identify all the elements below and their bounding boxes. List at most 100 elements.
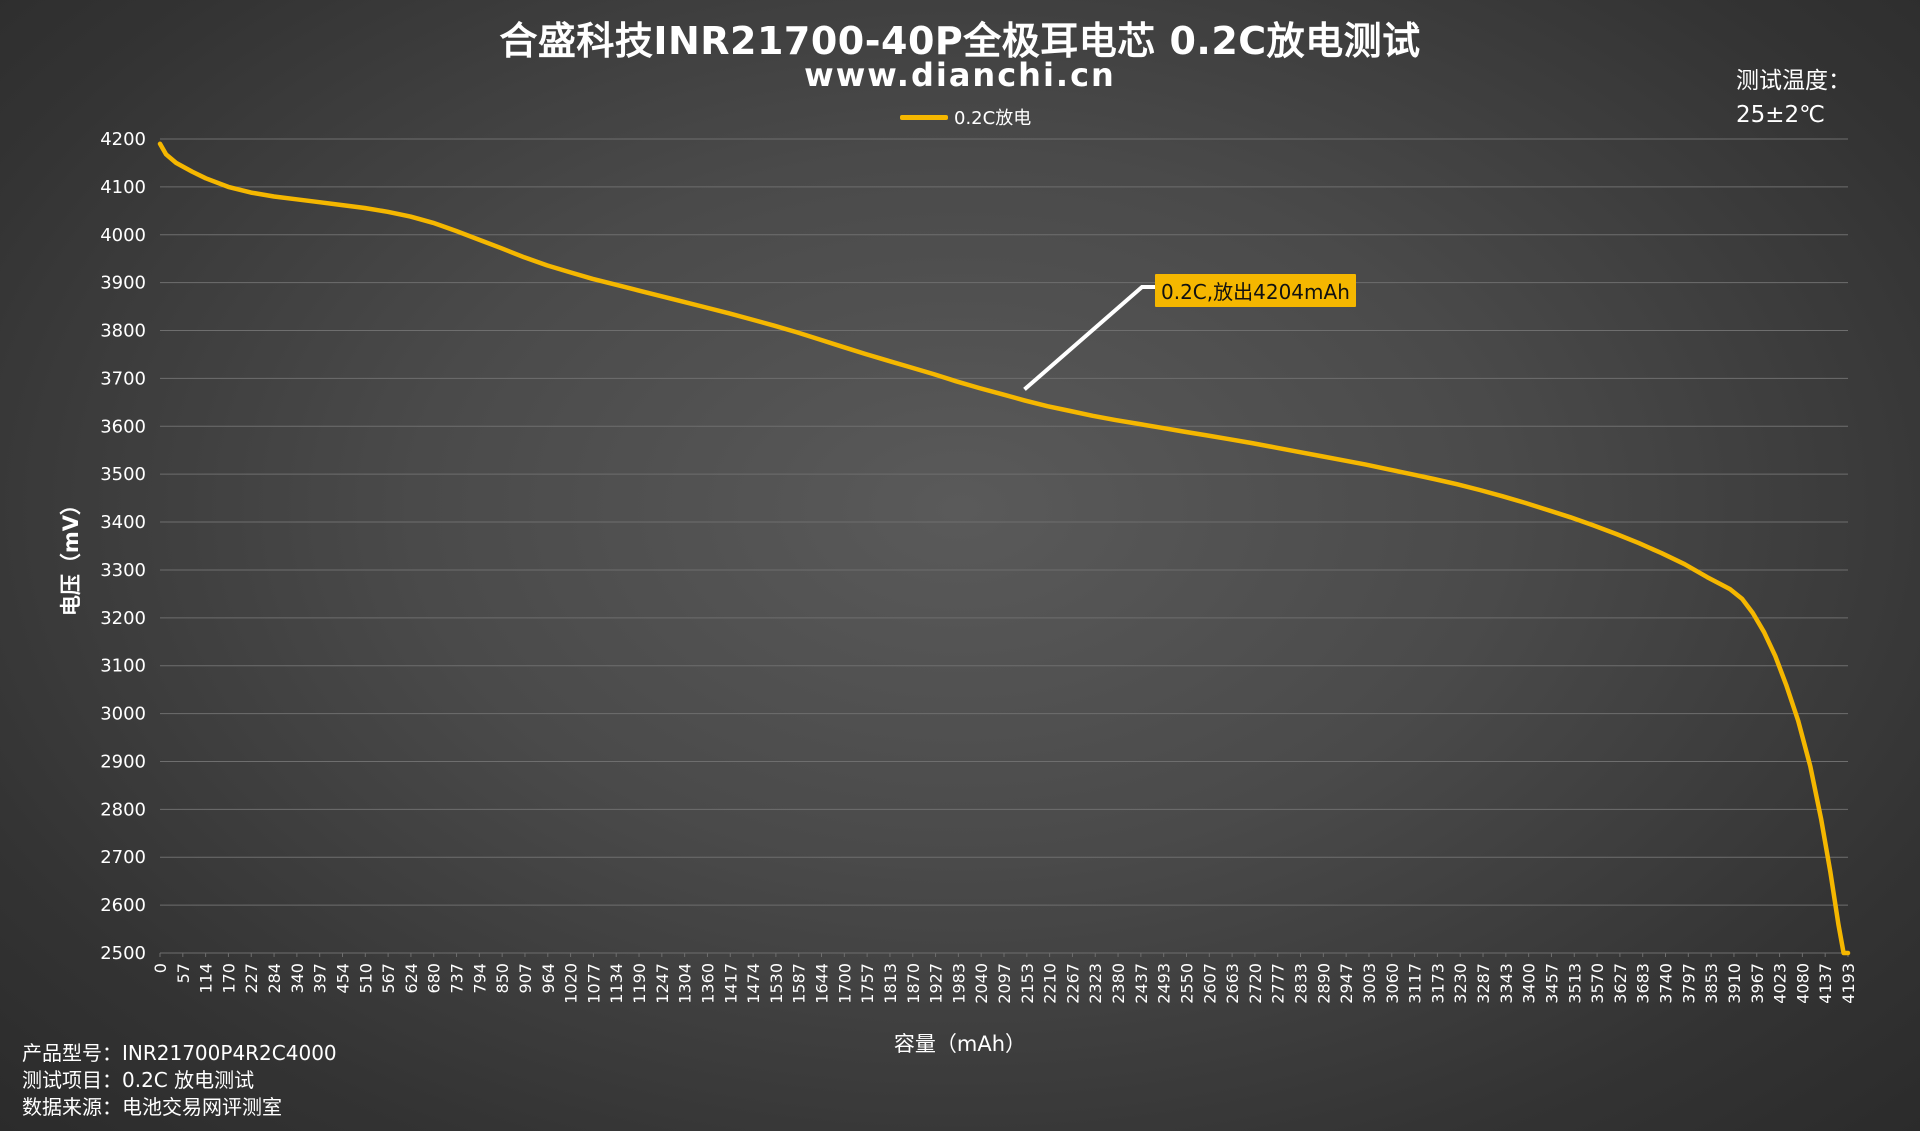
x-tick-label: 2663 <box>1223 963 1242 1004</box>
info-source-row: 数据来源：电池交易网评测室 <box>22 1094 337 1121</box>
callout-leader <box>1023 285 1155 391</box>
y-tick-label: 3700 <box>100 368 146 389</box>
x-tick-label: 2097 <box>995 963 1014 1004</box>
callout-leader-line <box>1023 285 1155 391</box>
x-tick-label: 1020 <box>562 963 581 1004</box>
x-tick-label: 1304 <box>676 963 695 1004</box>
x-tick-label: 3287 <box>1474 963 1493 1004</box>
x-tick-label: 3117 <box>1406 963 1425 1004</box>
x-tick-label: 1700 <box>835 963 854 1004</box>
x-tick-label: 850 <box>493 963 512 994</box>
x-tick-label: 3797 <box>1679 963 1698 1004</box>
temperature-value: 25±2℃ <box>1736 102 1826 128</box>
y-tick-labels: 2500 2600 2700 2800 2900 3000 3100 3200 3300 3400… <box>100 129 146 964</box>
y-axis-title: 电压（mV） <box>59 493 83 617</box>
y-tick-label: 2500 <box>100 943 146 964</box>
x-tick-label: 1190 <box>630 963 649 1004</box>
legend-swatch <box>900 114 948 120</box>
x-tick-label: 1757 <box>858 963 877 1004</box>
x-axis-title: 容量（mAh） <box>893 1032 1027 1056</box>
x-tick-label: 2890 <box>1314 963 1333 1004</box>
series-lines <box>157 141 1851 956</box>
x-tick-label: 1474 <box>744 963 763 1004</box>
x-tick-label: 284 <box>265 963 284 994</box>
x-tick-label: 2550 <box>1177 963 1196 1004</box>
x-tick-label: 964 <box>539 963 558 994</box>
x-tick-label: 2437 <box>1132 963 1151 1004</box>
x-tick-label: 3343 <box>1497 963 1516 1004</box>
x-tick-label: 2777 <box>1269 963 1288 1004</box>
x-tick-label: 3627 <box>1611 963 1630 1004</box>
chart-title: 合盛科技INR21700-40P全极耳电芯 0.2C放电测试 <box>499 19 1421 63</box>
x-tick-label: 4193 <box>1839 963 1858 1004</box>
y-tick-label: 3000 <box>100 704 146 725</box>
x-tick-label: 3683 <box>1634 963 1653 1004</box>
y-tick-label: 3800 <box>100 321 146 342</box>
info-model-row: 产品型号：INR21700P4R2C4000 <box>22 1040 337 1067</box>
x-tick-label: 2493 <box>1155 963 1174 1004</box>
x-tick-label: 1870 <box>904 963 923 1004</box>
y-tick-label: 2600 <box>100 895 146 916</box>
x-tick-label: 3457 <box>1542 963 1561 1004</box>
info-source-value: 电池交易网评测室 <box>122 1095 282 1119</box>
x-tick-label: 1134 <box>607 963 626 1004</box>
x-tick-label: 3967 <box>1748 963 1767 1004</box>
y-tick-label: 3300 <box>100 560 146 581</box>
info-model-label: 产品型号： <box>22 1041 122 1065</box>
x-tick-label: 2040 <box>972 963 991 1004</box>
x-tick-label: 4023 <box>1771 963 1790 1004</box>
y-tick-label: 3100 <box>100 656 146 677</box>
temperature-label: 测试温度： <box>1736 68 1851 94</box>
test-temperature: 测试温度： 25±2℃ <box>1736 64 1851 132</box>
x-tick-label: 2607 <box>1200 963 1219 1004</box>
x-tick-label: 3400 <box>1520 963 1539 1004</box>
x-tick-label: 397 <box>311 963 330 994</box>
x-tick-label: 3513 <box>1565 963 1584 1004</box>
y-tick-label: 3200 <box>100 608 146 629</box>
x-tick-label: 2210 <box>1041 963 1060 1004</box>
x-tick-label: 1247 <box>653 963 672 1004</box>
series-line-discharge <box>157 141 1851 956</box>
chart-subtitle: www.dianchi.cn <box>804 56 1116 94</box>
x-tick-label: 3853 <box>1702 963 1721 1004</box>
x-tick-label: 454 <box>333 963 352 994</box>
x-tick-label: 907 <box>516 963 535 994</box>
x-tick-label: 2267 <box>1063 963 1082 1004</box>
y-tick-label: 3900 <box>100 273 146 294</box>
x-tick-label: 2153 <box>1018 963 1037 1004</box>
x-tick-label: 1983 <box>949 963 968 1004</box>
y-tick-label: 4200 <box>100 129 146 150</box>
x-tick-label: 340 <box>288 963 307 994</box>
x-tick-label: 2720 <box>1246 963 1265 1004</box>
capacity-callout: 0.2C,放出4204mAh <box>1155 274 1356 307</box>
x-tick-label: 2833 <box>1292 963 1311 1004</box>
y-tick-label: 3500 <box>100 464 146 485</box>
legend: 0.2C放电 <box>900 104 1031 130</box>
x-tick-label: 3910 <box>1725 963 1744 1004</box>
info-source-label: 数据来源： <box>22 1095 122 1119</box>
x-tick-label: 0 <box>151 963 170 973</box>
x-tick-label: 1644 <box>813 963 832 1004</box>
x-tick-label: 510 <box>356 963 375 994</box>
info-item-label: 测试项目： <box>22 1068 122 1092</box>
y-tick-label: 4000 <box>100 225 146 246</box>
test-info: 产品型号：INR21700P4R2C4000 测试项目：0.2C 放电测试 数据… <box>22 1040 337 1121</box>
legend-label: 0.2C放电 <box>954 108 1032 129</box>
x-tick-labels: 0 57 114 170 227 284 340 397 454 510 567 624 680 737 7… <box>151 953 1858 1004</box>
info-model-value: INR21700P4R2C4000 <box>122 1041 337 1065</box>
x-tick-label: 1360 <box>698 963 717 1004</box>
y-tick-label: 3400 <box>100 512 146 533</box>
x-tick-label: 4080 <box>1793 963 1812 1004</box>
x-tick-label: 2323 <box>1086 963 1105 1004</box>
info-item-row: 测试项目：0.2C 放电测试 <box>22 1067 337 1094</box>
x-tick-label: 1927 <box>927 963 946 1004</box>
x-tick-label: 737 <box>448 963 467 994</box>
x-tick-label: 624 <box>402 963 421 994</box>
x-tick-label: 680 <box>425 963 444 994</box>
y-tick-label: 2800 <box>100 799 146 820</box>
x-tick-label: 227 <box>242 963 261 994</box>
x-tick-label: 1530 <box>767 963 786 1004</box>
x-tick-label: 3740 <box>1657 963 1676 1004</box>
y-tick-label: 2900 <box>100 751 146 772</box>
